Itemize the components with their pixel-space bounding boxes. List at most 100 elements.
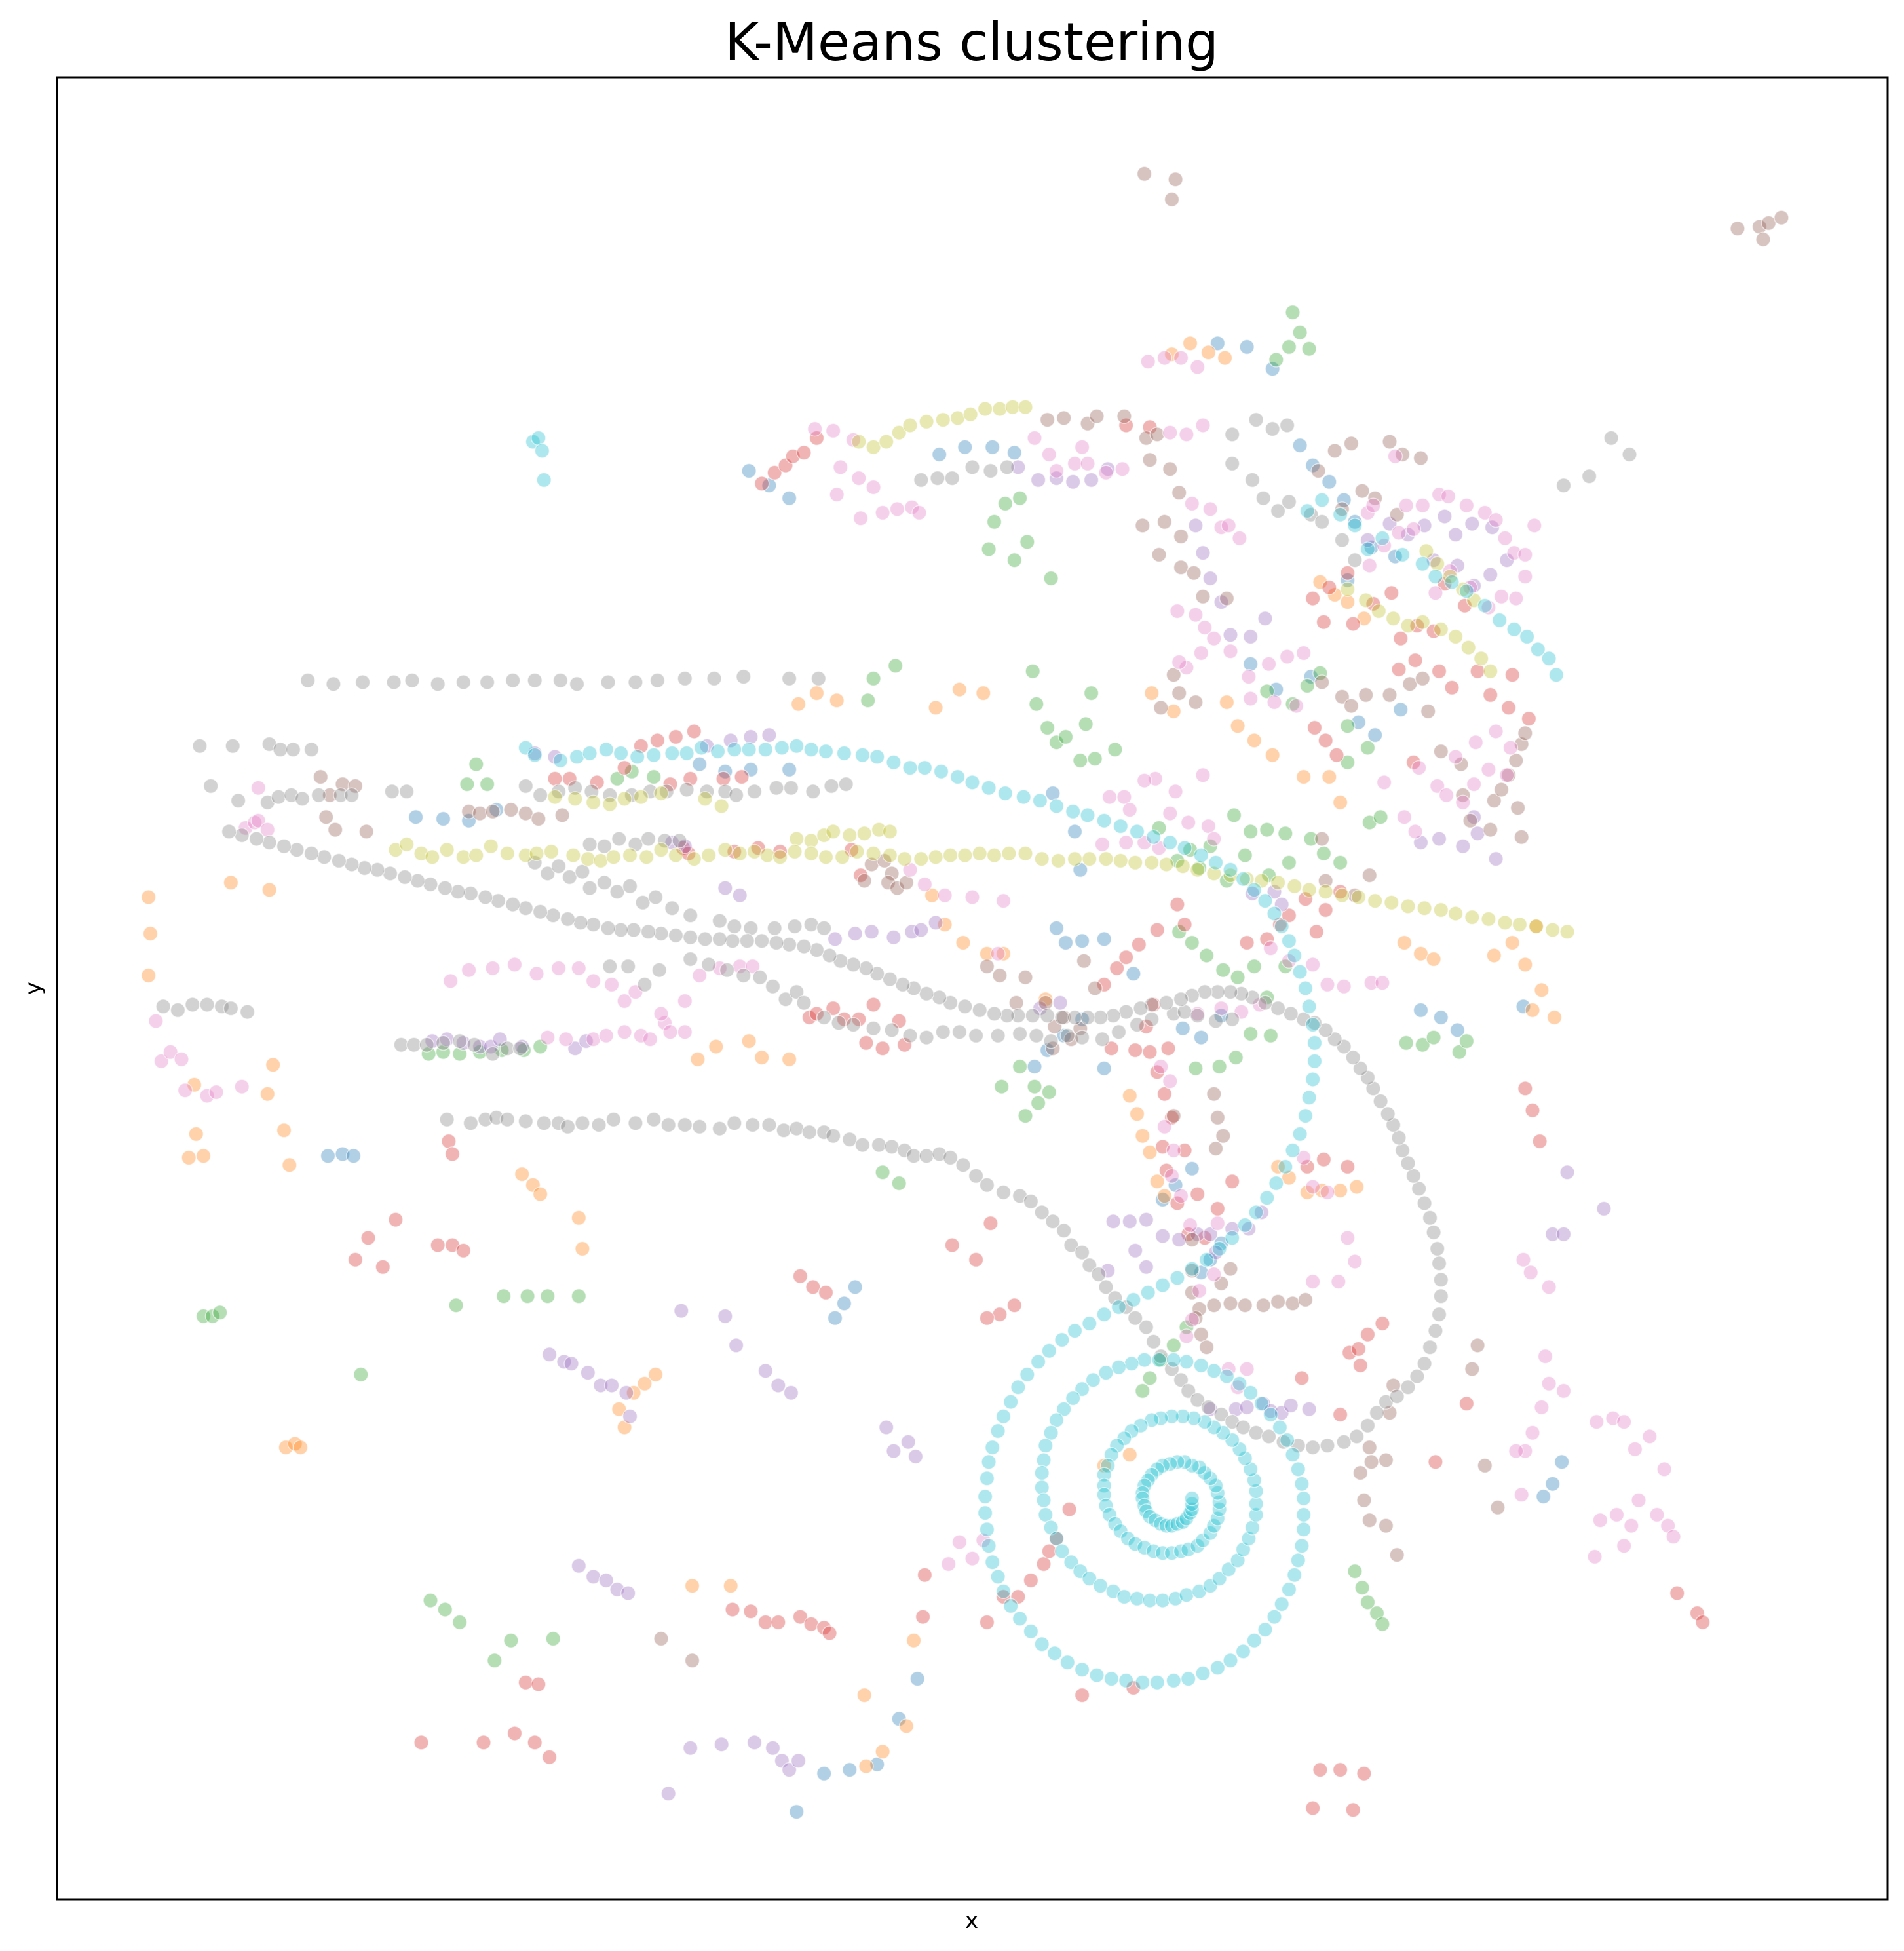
scatter-point-cluster-3 [1428, 1454, 1443, 1470]
scatter-point-cluster-7 [185, 997, 200, 1013]
scatter-point-cluster-5 [1477, 1458, 1493, 1474]
scatter-point-cluster-6 [829, 486, 845, 503]
scatter-point-cluster-9 [977, 1488, 993, 1505]
scatter-point-cluster-6 [1180, 815, 1196, 830]
scatter-point-cluster-7 [986, 1006, 1002, 1022]
scatter-point-cluster-6 [1468, 734, 1484, 750]
scatter-point-cluster-7 [728, 787, 744, 803]
scatter-point-cluster-8 [842, 827, 858, 843]
scatter-point-cluster-6 [550, 960, 567, 976]
scatter-point-cluster-5 [1297, 1292, 1314, 1308]
scatter-point-cluster-7 [1209, 984, 1226, 1000]
scatter-point-cluster-7 [935, 1024, 951, 1040]
scatter-point-cluster-8 [1098, 851, 1114, 867]
scatter-point-cluster-2 [195, 1308, 212, 1324]
scatter-point-cluster-9 [979, 1471, 995, 1486]
scatter-point-cluster-9 [1142, 1593, 1158, 1608]
scatter-point-cluster-7 [620, 958, 636, 975]
scatter-point-cluster-4 [1138, 1212, 1154, 1227]
scatter-point-cluster-3 [715, 771, 731, 787]
scatter-point-cluster-0 [461, 813, 477, 828]
scatter-point-cluster-1 [937, 916, 953, 933]
scatter-point-cluster-8 [1481, 911, 1496, 927]
scatter-point-cluster-0 [345, 1148, 362, 1164]
scatter-point-cluster-6 [1195, 417, 1211, 433]
scatter-point-cluster-7 [778, 991, 793, 1007]
scatter-point-cluster-0 [781, 762, 797, 778]
scatter-point-cluster-2 [1259, 822, 1275, 838]
scatter-point-cluster-4 [757, 1363, 774, 1379]
scatter-point-cluster-9 [1145, 1543, 1162, 1559]
scatter-point-cluster-6 [1223, 643, 1238, 659]
scatter-point-cluster-6 [1609, 1507, 1625, 1523]
scatter-point-cluster-9 [1491, 612, 1508, 628]
scatter-point-cluster-9 [1059, 1654, 1076, 1671]
y-axis-label: y [20, 982, 47, 995]
scatter-point-cluster-4 [1154, 1228, 1171, 1244]
scatter-point-cluster-7 [1257, 995, 1273, 1011]
scatter-point-cluster-4 [765, 1740, 781, 1756]
scatter-point-cluster-0 [1074, 933, 1090, 949]
scatter-point-cluster-3 [1316, 1151, 1332, 1168]
scatter-point-cluster-0 [984, 439, 1000, 455]
scatter-point-cluster-6 [571, 960, 587, 976]
scatter-point-cluster-4 [827, 931, 843, 947]
scatter-point-cluster-4 [783, 1385, 799, 1400]
scatter-point-cluster-8 [580, 851, 596, 867]
scatter-point-cluster-9 [527, 747, 543, 763]
scatter-point-cluster-9 [1278, 1159, 1293, 1175]
scatter-point-cluster-9 [1180, 1541, 1196, 1557]
scatter-point-cluster-7 [803, 916, 819, 933]
scatter-point-cluster-2 [1373, 809, 1388, 825]
scatter-point-cluster-9 [598, 742, 614, 758]
scatter-point-cluster-7 [653, 925, 669, 942]
scatter-point-cluster-9 [990, 1569, 1006, 1585]
scatter-point-cluster-5 [898, 875, 915, 891]
scatter-point-cluster-7 [490, 893, 506, 909]
scatter-point-cluster-5 [1314, 674, 1330, 690]
scatter-point-cluster-9 [536, 472, 552, 488]
scatter-point-cluster-6 [1411, 760, 1427, 776]
scatter-point-cluster-9 [1206, 1420, 1222, 1435]
scatter-point-cluster-9 [1012, 1611, 1028, 1627]
scatter-point-cluster-5 [1413, 450, 1429, 466]
scatter-point-cluster-6 [1098, 465, 1114, 481]
scatter-point-cluster-6 [1295, 1149, 1312, 1166]
scatter-point-cluster-3 [662, 776, 678, 792]
scatter-point-cluster-3 [809, 1006, 825, 1022]
scatter-point-cluster-7 [951, 1024, 968, 1040]
scatter-point-cluster-7 [1581, 469, 1597, 484]
scatter-point-cluster-7 [1145, 1334, 1162, 1350]
scatter-point-cluster-0 [781, 490, 797, 506]
scatter-point-cluster-7 [825, 1128, 841, 1144]
scatter-point-cluster-2 [1226, 807, 1242, 823]
scatter-point-cluster-6 [1173, 350, 1189, 366]
scatter-point-cluster-7 [466, 1037, 482, 1053]
scatter-point-cluster-7 [303, 742, 320, 758]
scatter-point-cluster-7 [739, 933, 755, 949]
scatter-point-cluster-7 [816, 1124, 832, 1140]
scatter-point-cluster-9 [1246, 1632, 1263, 1648]
scatter-point-cluster-7 [239, 1004, 256, 1020]
scatter-point-cluster-7 [753, 933, 770, 949]
scatter-point-cluster-1 [790, 696, 807, 712]
scatter-point-cluster-7 [1555, 477, 1572, 493]
scatter-point-cluster-3 [1297, 891, 1314, 907]
scatter-point-cluster-7 [1074, 1030, 1090, 1045]
scatter-point-cluster-0 [842, 1762, 858, 1778]
scatter-point-cluster-9 [990, 1423, 1006, 1439]
scatter-point-cluster-7 [913, 472, 929, 488]
scatter-point-cluster-2 [1039, 720, 1056, 736]
scatter-point-cluster-4 [928, 915, 943, 931]
scatter-point-cluster-4 [622, 1408, 638, 1425]
scatter-point-cluster-3 [541, 1749, 558, 1765]
scatter-point-cluster-6 [964, 1551, 980, 1566]
scatter-point-cluster-2 [1025, 663, 1040, 680]
scatter-point-cluster-7 [796, 938, 812, 954]
scatter-point-cluster-1 [181, 1149, 197, 1166]
scatter-point-cluster-6 [1197, 619, 1213, 636]
scatter-point-cluster-9 [1206, 1518, 1222, 1534]
scatter-point-cluster-5 [1164, 191, 1180, 208]
scatter-point-cluster-7 [902, 1028, 918, 1044]
